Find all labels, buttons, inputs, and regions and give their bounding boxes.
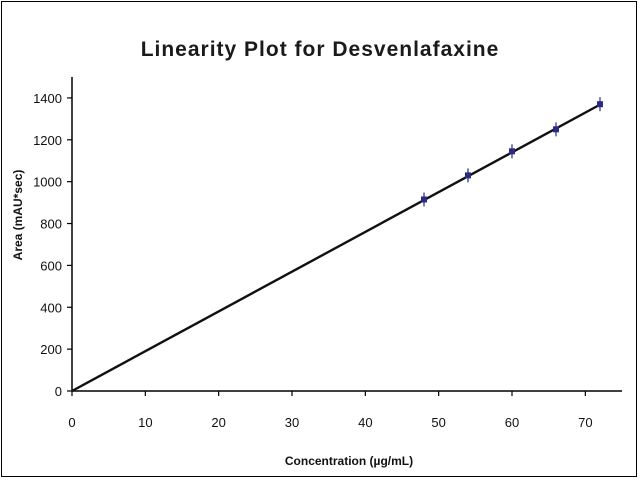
data-point-4 [597, 101, 603, 108]
y-tick-label-0: 0 [55, 384, 62, 399]
chart-title: Linearity Plot for Desvenlafaxine [141, 38, 500, 61]
y-axis-title: Area (mAU*sec) [11, 170, 25, 261]
x-tick-label-3: 30 [285, 415, 299, 430]
y-tick-label-6: 1200 [33, 133, 62, 148]
x-tick-label-2: 20 [211, 415, 225, 430]
x-tick-label-0: 0 [68, 415, 75, 430]
x-tick-label-4: 40 [358, 415, 372, 430]
y-tick-label-4: 800 [40, 217, 62, 232]
y-tick-label-2: 400 [40, 300, 62, 315]
data-point-3 [553, 126, 559, 133]
y-tick-label-3: 600 [40, 258, 62, 273]
x-tick-label-7: 70 [578, 415, 592, 430]
x-tick-label-6: 60 [505, 415, 519, 430]
x-tick-label-5: 50 [431, 415, 445, 430]
y-tick-label-1: 200 [40, 342, 62, 357]
x-tick-group: 0 10 20 30 40 50 60 70 [68, 391, 593, 430]
x-tick-label-1: 10 [138, 415, 152, 430]
data-points [421, 97, 603, 207]
y-tick-label-7: 1400 [33, 91, 62, 106]
x-axis-title: Concentration (µg/mL) [285, 454, 413, 468]
data-point-1 [465, 172, 471, 179]
y-tick-label-5: 1000 [33, 175, 62, 190]
y-tick-group: 0 200 400 600 800 1000 1200 1400 [33, 91, 72, 399]
data-point-2 [509, 148, 515, 155]
trendline [71, 103, 601, 393]
data-point-0 [421, 196, 427, 203]
